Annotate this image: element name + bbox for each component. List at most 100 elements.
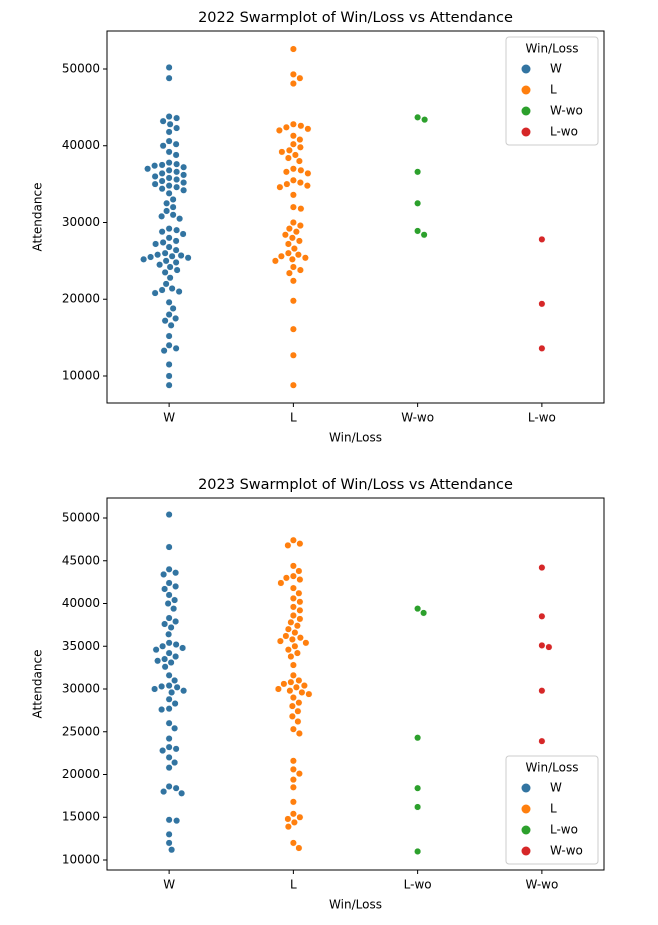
swarm-point [414, 168, 422, 176]
swarm-point [296, 606, 304, 614]
swarm-point [293, 622, 301, 630]
swarm-point [176, 215, 184, 223]
y-tick-label: 45000 [62, 553, 100, 567]
swarm-point [158, 161, 166, 169]
x-tick-label: W-wo [401, 411, 434, 425]
swarm-point [173, 183, 181, 191]
swarm-point [172, 314, 180, 322]
swarm-point [288, 635, 296, 643]
swarm-point [151, 289, 159, 297]
swarm-point [296, 266, 304, 274]
swarm-point [420, 609, 428, 617]
swarm-point [165, 630, 173, 638]
swarm-point [296, 540, 304, 548]
y-tick-label: 10000 [62, 852, 100, 866]
swarm-point [296, 813, 304, 821]
swarm-point [165, 159, 173, 167]
swarm-point [168, 688, 176, 696]
swarm-point [294, 717, 302, 726]
swarm-point [165, 565, 173, 573]
swarm-point [297, 205, 305, 213]
swarm-point [289, 80, 297, 88]
swarm-point [171, 758, 179, 767]
swarm-point [289, 536, 297, 544]
swarm-point [277, 252, 285, 260]
swarm-point [414, 784, 422, 792]
swarm-point [284, 625, 292, 633]
y-tick-label: 50000 [62, 511, 100, 525]
legend-label: L [550, 83, 557, 97]
swarm-point [289, 611, 297, 620]
swarm-point [159, 142, 167, 150]
swarm-point [285, 225, 293, 233]
swarm-point [172, 745, 180, 753]
swarm-point [173, 160, 181, 168]
swarm-point [289, 584, 297, 592]
swarm-point [154, 251, 162, 259]
x-tick-label: L [290, 878, 297, 892]
swarm-point [172, 344, 180, 352]
swarm-point [180, 163, 188, 171]
swarm-point [538, 344, 546, 352]
swarm-point [165, 649, 173, 657]
swarm-point [414, 803, 422, 811]
swarm-point [291, 642, 299, 650]
swarm-point [545, 643, 553, 651]
swarm-point [289, 661, 297, 669]
swarm-point [179, 230, 187, 238]
plot-frame [106, 30, 605, 404]
swarm-point [172, 617, 180, 626]
legend-marker [521, 64, 531, 74]
legend-marker [521, 804, 531, 814]
swarm-point [152, 240, 160, 248]
swarm-point [165, 189, 173, 197]
swarm-point [180, 687, 188, 695]
swarm-point [284, 646, 292, 654]
swarm-point [296, 143, 304, 151]
swarm-point [172, 784, 180, 792]
swarm-point [165, 182, 173, 190]
swarm-point [165, 128, 173, 136]
swarm-point [158, 177, 166, 185]
swarm-point [287, 652, 295, 661]
swarm-point [165, 225, 173, 233]
swarm-point [165, 695, 173, 703]
y-axis-label: Attendance [31, 650, 45, 719]
plot-frame [106, 497, 605, 871]
swarm-point [161, 249, 169, 257]
swarm-point [165, 332, 173, 340]
swarm-point [171, 596, 179, 604]
swarm-point [297, 122, 305, 130]
swarm-point [158, 705, 166, 714]
swarm-point [172, 652, 180, 661]
legend-box [505, 755, 599, 865]
swarm-point [172, 640, 180, 649]
swarm-point [173, 175, 181, 184]
swarm-point [291, 629, 299, 637]
swarm-point [159, 117, 167, 125]
swarm-point [171, 724, 179, 732]
swarm-point [172, 258, 180, 266]
x-tick-label: W-wo [525, 878, 558, 892]
swarm-point [414, 199, 422, 207]
swarm-point [293, 649, 301, 657]
swarm-point [538, 687, 546, 695]
swarm-point [295, 699, 303, 707]
swarm-point [296, 634, 304, 642]
swarm-point [289, 810, 297, 818]
swarm-point [165, 816, 173, 824]
swarm-point [292, 683, 300, 691]
swarm-point [165, 166, 173, 174]
swarm-point [296, 615, 304, 623]
swarm-point [159, 238, 167, 246]
swarm-point [289, 277, 297, 285]
swarm-point [274, 685, 282, 693]
swarm-point [282, 123, 290, 131]
swarm-point [289, 798, 297, 806]
swarm-point [173, 266, 181, 274]
swarm-point [173, 114, 181, 122]
swarm-point [178, 789, 186, 797]
swarm-point [290, 245, 298, 253]
swarm-point [284, 823, 292, 831]
